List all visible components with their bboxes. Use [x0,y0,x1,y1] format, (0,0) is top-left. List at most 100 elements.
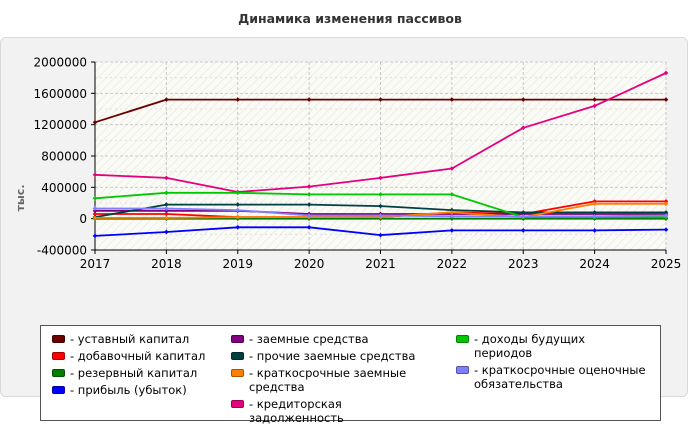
legend-label: - резервный капитал [70,366,198,380]
data-point [449,210,455,215]
data-point [92,206,98,211]
legend-label: - кредиторская задолженность [249,397,344,425]
legend-label: - прибыль (убыток) [70,383,187,397]
data-point [306,202,312,207]
data-point [663,70,669,76]
data-point [306,97,312,102]
data-point [663,97,669,102]
legend-item: - резервный капитал [52,366,197,380]
x-tick-label: 2020 [294,257,325,271]
data-point [378,232,383,238]
legend-swatch [456,335,469,343]
data-point [378,97,383,102]
y-tick-label: 1200000 [34,118,87,132]
legend-item: - краткосрочные заемные средства [231,366,431,394]
data-point [449,228,455,233]
data-point [378,192,383,197]
data-point [92,211,98,217]
data-point [306,213,312,218]
data-point [663,213,669,218]
data-point [164,211,169,217]
x-tick-label: 2018 [151,257,182,271]
legend-item: - прибыль (убыток) [52,383,187,397]
legend-swatch [52,335,65,343]
data-point [164,206,169,211]
data-point [520,210,526,215]
data-point [663,227,669,232]
data-point [306,224,312,230]
x-tick-label: 2019 [222,257,253,271]
data-point [520,125,526,131]
data-point [378,175,383,181]
y-axis-label: тыс. [14,184,27,211]
x-tick-label: 2024 [579,257,610,271]
x-tick-label: 2025 [651,257,682,271]
y-tick-label: 1600000 [34,87,87,101]
legend-label: - заемные средства [249,332,369,346]
data-point [235,202,241,207]
legend-swatch [231,335,244,343]
legend-label: - краткосрочные оценочные обязательства [474,363,646,391]
y-tick-label: 800000 [41,150,87,164]
data-point [663,199,669,204]
legend-item: - кредиторская задолженность [231,397,431,425]
data-point [449,166,455,171]
data-point [164,97,169,102]
series-10 [92,206,669,219]
data-point [92,172,98,178]
data-point [164,208,169,214]
series-4 [92,224,669,239]
axes: -400000 0 400000 800000 1200000 1600000 200000… [34,56,682,272]
legend-label: - уставный капитал [70,332,190,346]
series-1 [92,97,669,125]
data-point [520,214,526,219]
legend-swatch [231,352,244,360]
data-point [449,207,455,213]
data-point [449,192,455,197]
data-point [663,201,669,207]
y-tick-label: 0 [79,212,87,226]
line-chart: -400000 0 400000 800000 1200000 1600000 200000… [14,56,682,272]
legend-item: - заемные средства [231,332,369,346]
y-tick-label: -400000 [37,244,87,258]
data-point [592,228,597,233]
legend-item: - краткосрочные оценочные обязательства [456,363,646,391]
x-tick-label: 2023 [508,257,539,271]
data-point [92,208,98,214]
data-point [520,97,526,102]
data-point [378,203,383,209]
data-point [164,190,169,196]
legend-item: - прочие заемные средства [231,349,415,363]
y-tick-label: 2000000 [34,56,87,70]
data-point [592,103,597,109]
data-point [663,210,669,215]
data-point [235,207,241,213]
legend: - уставный капитал - добавочный капитал - … [40,325,661,425]
x-tick-label: 2022 [437,257,468,271]
legend-swatch [231,400,244,408]
series [92,70,669,239]
data-point [235,214,241,220]
data-point [306,192,312,197]
legend-swatch [52,369,65,377]
legend-swatch [231,369,244,377]
data-point [306,184,312,189]
legend-swatch [456,366,469,374]
data-point [592,214,597,219]
legend-item: - доходы будущих периодов [456,332,646,360]
legend-label: - добавочный капитал [70,349,206,363]
data-point [592,201,597,207]
legend-swatch [52,386,65,394]
data-point [235,190,241,196]
data-point [92,196,98,201]
data-point [449,214,455,219]
data-point [520,228,526,233]
data-point [92,233,98,239]
chart-panel: -400000 0 400000 800000 1200000 1600000 200000… [0,37,688,425]
legend-label: - доходы будущих периодов [474,332,586,360]
data-point [235,97,241,102]
legend-swatch [52,352,65,360]
data-point [449,97,455,102]
data-point [592,97,597,102]
data-point [592,199,597,204]
